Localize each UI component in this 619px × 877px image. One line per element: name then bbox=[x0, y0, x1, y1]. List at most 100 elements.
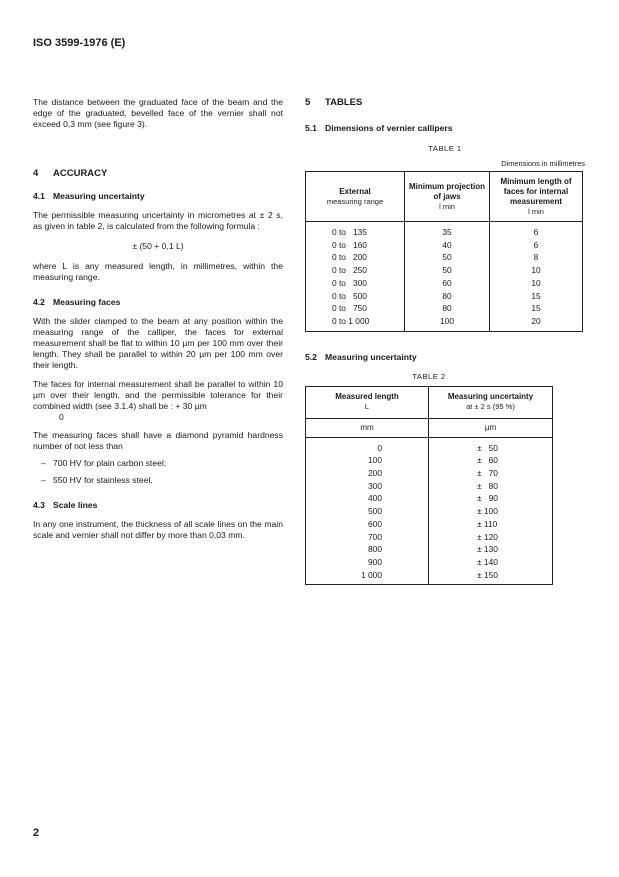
section-4-3-heading: 4.3 Scale lines bbox=[33, 500, 98, 510]
table-cell: ± 140 bbox=[477, 556, 498, 567]
table-row: 600 ± 110 bbox=[305, 517, 553, 531]
table-row: 0 to 750 80 15 bbox=[305, 302, 583, 315]
table-row: 300 ± 80 bbox=[305, 479, 553, 493]
table-cell: 15 bbox=[531, 303, 541, 314]
table-1-units: Dimensions in millimetres bbox=[501, 159, 585, 168]
table-row: 0 to 500 80 15 bbox=[305, 289, 583, 303]
bullet-item: – 550 HV for stainless steel. bbox=[41, 475, 153, 485]
paragraph: The permissible measuring uncertainty in… bbox=[33, 210, 283, 231]
table-cell: 0 to 250 bbox=[305, 264, 405, 277]
table-cell: 6 bbox=[533, 239, 539, 250]
table-cell: ± 130 bbox=[477, 544, 498, 555]
table-cell: 15 bbox=[531, 290, 541, 301]
section-4-2-heading: 4.2 Measuring faces bbox=[33, 297, 121, 307]
table-cell: 700 bbox=[305, 530, 429, 544]
table-row: 0 to 200 50 8 bbox=[305, 251, 583, 265]
table-cell: 400 bbox=[305, 492, 429, 506]
section-5-2-heading: 5.2 Measuring uncertainty bbox=[305, 351, 417, 362]
table-cell: 80 bbox=[404, 289, 490, 303]
table-cell: 10 bbox=[531, 265, 541, 276]
paragraph: The measuring faces shall have a diamond… bbox=[33, 430, 283, 451]
table-cell: 10 bbox=[531, 277, 541, 288]
table-cell: 1 000 bbox=[305, 568, 429, 585]
table-cell: ± 80 bbox=[477, 480, 498, 491]
table-cell: 500 bbox=[305, 505, 429, 518]
right-column: 5 TABLES 5.1 Dimensions of vernier callipe… bbox=[305, 97, 585, 586]
unit-cell: mm bbox=[305, 418, 429, 438]
table-cell: ± 150 bbox=[477, 569, 498, 580]
table-cell: 600 bbox=[305, 517, 429, 531]
table-2-caption: TABLE 2 bbox=[412, 371, 446, 381]
paragraph: With the slider clamped to the beam at a… bbox=[33, 316, 283, 370]
table-cell: 0 to 300 bbox=[305, 276, 405, 290]
table-row: 0 ± 50 bbox=[305, 437, 553, 455]
paragraph: where L is any measured length, in milli… bbox=[33, 261, 283, 282]
table-cell: 20 bbox=[531, 315, 541, 326]
table-row: 700 ± 120 bbox=[305, 530, 553, 544]
tolerance-lower: 0 bbox=[59, 412, 64, 422]
table-row: 0 to 250 50 10 bbox=[305, 264, 583, 277]
table-row: 200 ± 70 bbox=[305, 467, 553, 480]
table-row: 800 ± 130 bbox=[305, 543, 553, 556]
table-1-caption: TABLE 1 bbox=[428, 144, 462, 153]
page-number: 2 bbox=[33, 827, 40, 839]
table-cell: 0 to 750 bbox=[305, 302, 405, 315]
column-header: Minimum projection of jaws l min bbox=[404, 171, 490, 222]
column-header: Measured length L bbox=[305, 386, 429, 419]
table-cell: ± 110 bbox=[477, 518, 498, 529]
column-header: External measuring range bbox=[305, 171, 405, 222]
table-cell: 900 bbox=[305, 555, 429, 569]
table-cell: 0 to 160 bbox=[305, 238, 405, 252]
section-5-heading: 5 TABLES bbox=[305, 97, 363, 108]
table-cell: ± 50 bbox=[477, 442, 498, 453]
table-cell: 100 bbox=[305, 454, 429, 468]
table-cell: 300 bbox=[305, 479, 429, 493]
bullet-item: – 700 HV for plain carbon steel; bbox=[41, 458, 167, 468]
paragraph: In any one instrument, the thickness of … bbox=[33, 519, 283, 540]
table-1: External measuring range Minimum projecti… bbox=[305, 171, 583, 332]
table-cell: 40 bbox=[404, 238, 490, 252]
column-header: Minimum length of faces for internal mea… bbox=[489, 171, 583, 222]
table-cell: 200 bbox=[305, 467, 429, 480]
table-cell: 0 to 135 bbox=[305, 221, 405, 239]
formula: ± (50 + 0,1 L) bbox=[132, 241, 184, 251]
table-row: 900 ± 140 bbox=[305, 555, 553, 569]
table-cell: ± 60 bbox=[477, 455, 498, 466]
table-cell: ± 120 bbox=[477, 531, 498, 542]
table-row: 500 ± 100 bbox=[305, 505, 553, 518]
table-2: Measured length L Measuring uncertainty at… bbox=[305, 385, 553, 586]
table-row: 0 to 300 60 10 bbox=[305, 276, 583, 290]
table-cell: 0 bbox=[305, 437, 429, 455]
left-column: The distance between the graduated face … bbox=[33, 97, 283, 541]
intro-paragraph: The distance between the graduated face … bbox=[33, 97, 283, 129]
table-cell: 80 bbox=[404, 302, 490, 315]
section-5-1-heading: 5.1 Dimensions of vernier callipers bbox=[305, 123, 453, 133]
table-cell: 50 bbox=[404, 251, 490, 265]
table-cell: 6 bbox=[533, 227, 539, 237]
table-cell: ± 90 bbox=[477, 493, 498, 504]
table-cell: 0 to 200 bbox=[305, 251, 405, 265]
table-cell: 35 bbox=[404, 221, 490, 239]
table-cell: ± 70 bbox=[477, 468, 498, 479]
table-row: 400 ± 90 bbox=[305, 492, 553, 506]
table-row: 0 to 135 35 6 bbox=[305, 221, 583, 239]
table-row: 1 000 ± 150 bbox=[305, 568, 553, 585]
table-cell: 8 bbox=[533, 252, 539, 263]
unit-cell: µm bbox=[428, 418, 553, 438]
table-cell: 800 bbox=[305, 543, 429, 556]
table-cell: 50 bbox=[404, 264, 490, 277]
table-cell: 100 bbox=[404, 314, 490, 332]
table-cell: 0 to 500 bbox=[305, 289, 405, 303]
document-header: ISO 3599-1976 (E) bbox=[33, 37, 126, 49]
table-row: 0 to 160 40 6 bbox=[305, 238, 583, 252]
table-row: 100 ± 60 bbox=[305, 454, 553, 468]
table-cell: ± 100 bbox=[477, 506, 498, 517]
table-row: 0 to 1 000 100 20 bbox=[305, 314, 583, 332]
paragraph: The faces for internal measurement shall… bbox=[33, 379, 283, 411]
table-cell: 0 to 1 000 bbox=[305, 314, 405, 332]
table-cell: 60 bbox=[404, 276, 490, 290]
section-4-heading: 4 ACCURACY bbox=[33, 168, 108, 179]
column-header: Measuring uncertainty at ± 2 s (95 %) bbox=[428, 386, 553, 419]
section-4-1-heading: 4.1 Measuring uncertainty bbox=[33, 191, 145, 201]
